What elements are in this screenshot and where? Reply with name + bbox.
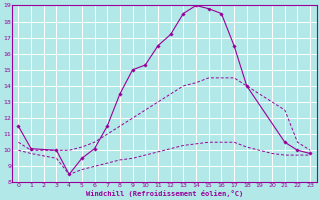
X-axis label: Windchill (Refroidissement éolien,°C): Windchill (Refroidissement éolien,°C) [86, 190, 243, 197]
